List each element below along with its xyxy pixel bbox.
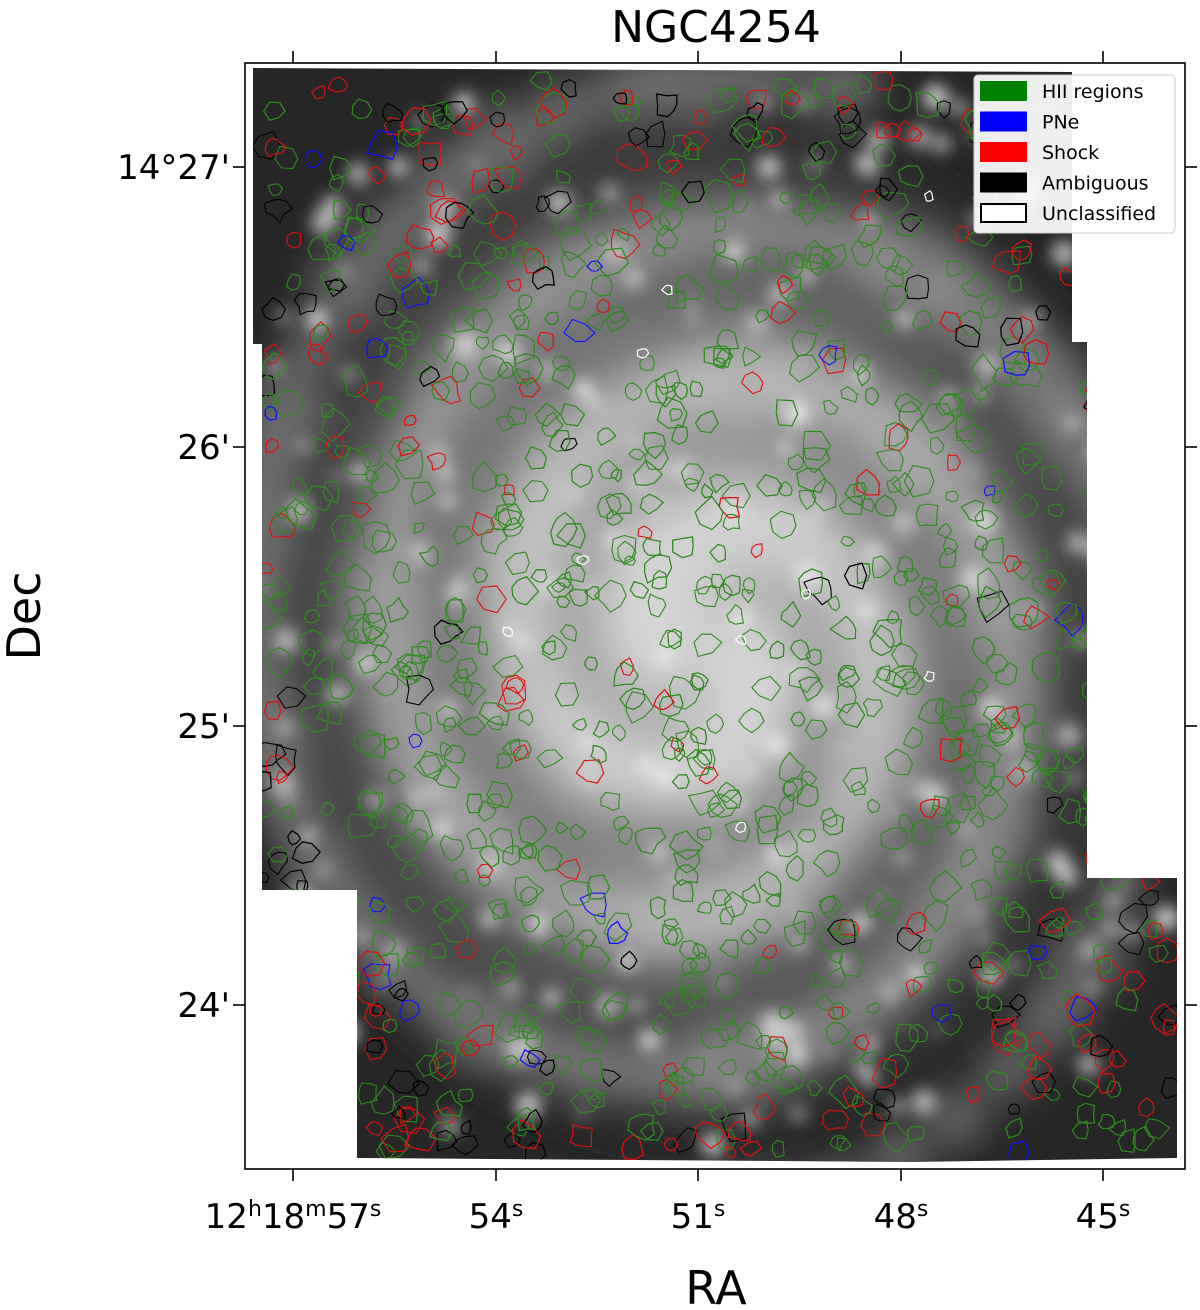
x-tick-labels: 12h18m57s 54s 51s 48s 45s bbox=[205, 1197, 1131, 1238]
x-tick-label-1: 54s bbox=[469, 1197, 524, 1238]
legend-label-pne: PNe bbox=[1042, 112, 1079, 134]
legend-swatch-pne bbox=[980, 111, 1027, 132]
x-axis-label: RA bbox=[685, 1261, 747, 1310]
x-tick-label-3: 48s bbox=[874, 1197, 929, 1238]
region-contours bbox=[253, 71, 1177, 1162]
y-axis-label: Dec bbox=[0, 571, 51, 660]
x-ticks-bottom bbox=[292, 1169, 1104, 1181]
legend-swatch-unclassified bbox=[980, 203, 1027, 223]
legend: HII regions PNe Shock Ambiguous Unclassified bbox=[973, 74, 1176, 234]
legend-label-shock: Shock bbox=[1042, 142, 1099, 164]
legend-swatch-ambiguous bbox=[980, 172, 1027, 193]
legend-swatch-hii-regions bbox=[980, 81, 1027, 101]
plot-frame bbox=[244, 62, 1186, 1170]
y-tick-label-0: 14°27' bbox=[117, 148, 230, 188]
y-tick-label-2: 25' bbox=[177, 707, 230, 747]
x-ticks-top bbox=[292, 51, 1104, 63]
legend-label-hii-regions: HII regions bbox=[1042, 81, 1144, 103]
legend-label-ambiguous: Ambiguous bbox=[1042, 173, 1149, 195]
x-tick-label-2: 51s bbox=[671, 1197, 726, 1238]
x-tick-label-0: 12h18m57s bbox=[205, 1197, 382, 1238]
x-tick-label-4: 45s bbox=[1076, 1197, 1131, 1238]
y-tick-label-1: 26' bbox=[177, 428, 230, 468]
legend-swatch-shock bbox=[980, 142, 1027, 162]
legend-label-unclassified: Unclassified bbox=[1042, 203, 1156, 225]
y-ticks-left bbox=[233, 166, 245, 1006]
chart-title: NGC4254 bbox=[611, 2, 821, 53]
y-tick-label-3: 24' bbox=[177, 986, 230, 1026]
y-ticks-right bbox=[1185, 166, 1197, 1006]
y-tick-labels: 14°27' 26' 25' 24' bbox=[117, 148, 230, 1026]
